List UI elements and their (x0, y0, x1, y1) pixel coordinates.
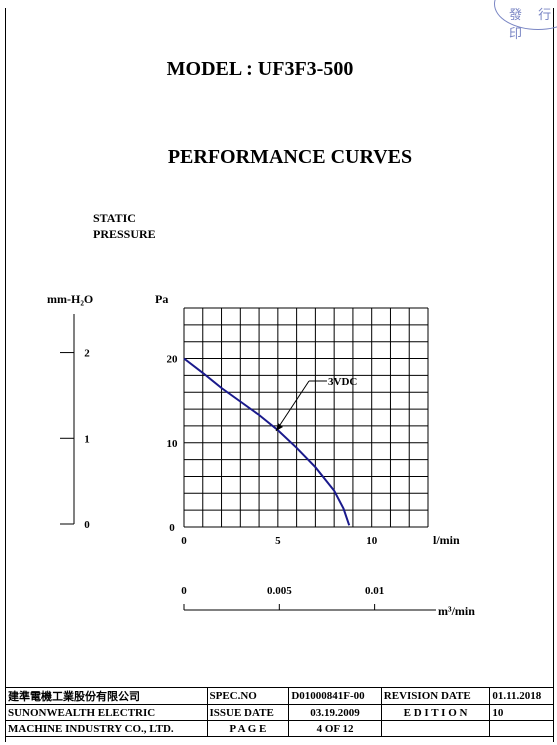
secondary-y-tick-label: 1 (84, 433, 90, 445)
pressure-label: PRESSURE (93, 227, 156, 241)
issue-date-label: ISSUE DATE (206, 704, 290, 721)
issue-date: 03.19.2009 (288, 704, 382, 721)
company-cn: 建準電機工業股份有限公司 (5, 687, 208, 705)
left-axis-unit: mm-H₂O (47, 292, 94, 306)
y-axis-label: Pa (155, 292, 169, 306)
spec-footer: 建準電機工業股份有限公司 SPEC.NO D01000841F-00 REVIS… (5, 687, 554, 737)
secondary-x-tick-label: 0.005 (267, 585, 292, 597)
page-label: P A G E (206, 720, 290, 737)
x-tick-label: 10 (366, 535, 378, 547)
secondary-x-label: m³/min (438, 604, 475, 618)
secondary-x-tick-label: 0 (181, 585, 187, 597)
edition: 10 (489, 704, 554, 721)
series-line-3vdc (183, 357, 351, 526)
x-axis-label: l/min (433, 533, 460, 547)
secondary-x-tick-label: 0.01 (365, 585, 384, 597)
footer-empty-1 (380, 720, 491, 737)
static-label: STATIC (93, 211, 136, 225)
model-title: MODEL : UF3F3-500 (166, 58, 354, 80)
spec-no: D01000841F-00 (288, 687, 382, 705)
stamp-text: 發 行 印 (509, 8, 557, 42)
performance-chart: 0 5 10 0 10 20 3VDC 0 0.005 0.01 0 1 2 (60, 307, 436, 611)
x-tick-label: 5 (275, 535, 281, 547)
secondary-y-tick-label: 2 (84, 348, 90, 360)
x-tick-label: 0 (181, 535, 187, 547)
spec-no-label: SPEC.NO (206, 687, 290, 705)
callout-arrowhead (275, 422, 283, 431)
chart-title: PERFORMANCE CURVES (167, 146, 413, 168)
edition-label: E D I T I O N (380, 704, 491, 721)
footer-empty-2 (489, 720, 554, 737)
secondary-y-tick-label: 0 (84, 519, 90, 531)
revision-date: 01.11.2018 (489, 687, 554, 705)
page-number: 4 OF 12 (288, 720, 382, 737)
revision-date-label: REVISION DATE (380, 687, 491, 705)
y-tick-label: 10 (167, 438, 179, 450)
company-en1: SUNONWEALTH ELECTRIC (5, 704, 208, 721)
y-tick-label: 0 (169, 522, 175, 534)
series-label-3vdc: 3VDC (328, 376, 357, 388)
callout-leader (275, 380, 310, 432)
y-tick-label: 20 (167, 354, 179, 366)
company-en2: MACHINE INDUSTRY CO., LTD. (5, 720, 208, 737)
page-frame (5, 8, 554, 742)
